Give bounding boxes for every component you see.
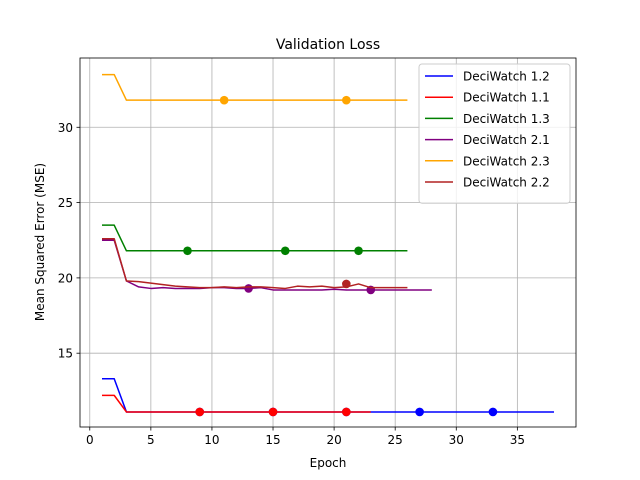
x-tick-label: 30 (449, 433, 464, 447)
legend-label: DeciWatch 2.2 (463, 176, 550, 190)
legend-label: DeciWatch 2.1 (463, 133, 550, 147)
chart-title: Validation Loss (276, 37, 380, 53)
series-marker (195, 407, 205, 417)
series-marker (415, 407, 424, 417)
x-tick-label: 0 (86, 433, 94, 447)
y-tick-label: 30 (58, 121, 73, 135)
legend: DeciWatch 1.2 DeciWatch 1.1 DeciWatch 1.3 D… (418, 63, 571, 204)
series-marker (354, 246, 363, 256)
y-tick-label: 20 (58, 271, 73, 285)
series-line (101, 73, 408, 101)
series-line (101, 394, 371, 413)
series-marker (183, 246, 192, 256)
legend-label: DeciWatch 2.3 (463, 154, 550, 168)
series-marker (268, 407, 278, 417)
series-marker (219, 95, 229, 105)
series-line (101, 239, 432, 291)
x-tick-label: 35 (510, 433, 525, 447)
y-tick-label: 15 (58, 347, 73, 361)
series-marker (342, 407, 351, 417)
series-line (101, 237, 408, 290)
x-tick-label: 15 (265, 433, 280, 447)
legend-label: DeciWatch 1.2 (463, 70, 550, 84)
legend-label: DeciWatch 1.1 (463, 91, 550, 105)
series-marker (342, 279, 351, 289)
x-tick-label: 20 (326, 433, 341, 447)
y-axis-title: Mean Squared Error (MSE) (33, 163, 47, 321)
series-lines (101, 73, 555, 417)
series-marker (280, 246, 290, 256)
axes: 0 5 10 15 20 25 30 35 15 20 25 30 (58, 57, 577, 447)
x-tick-label: 5 (147, 433, 155, 447)
y-tick-label: 25 (58, 196, 73, 210)
series-marker (488, 407, 498, 417)
x-tick-label: 10 (204, 433, 219, 447)
series-marker (342, 95, 351, 105)
plot-frame (79, 57, 577, 428)
legend-box (418, 63, 571, 204)
x-axis-title: Epoch (310, 456, 347, 470)
legend-label: DeciWatch 1.3 (463, 112, 550, 126)
series-marker (244, 284, 253, 293)
x-tick-label: 25 (388, 433, 403, 447)
